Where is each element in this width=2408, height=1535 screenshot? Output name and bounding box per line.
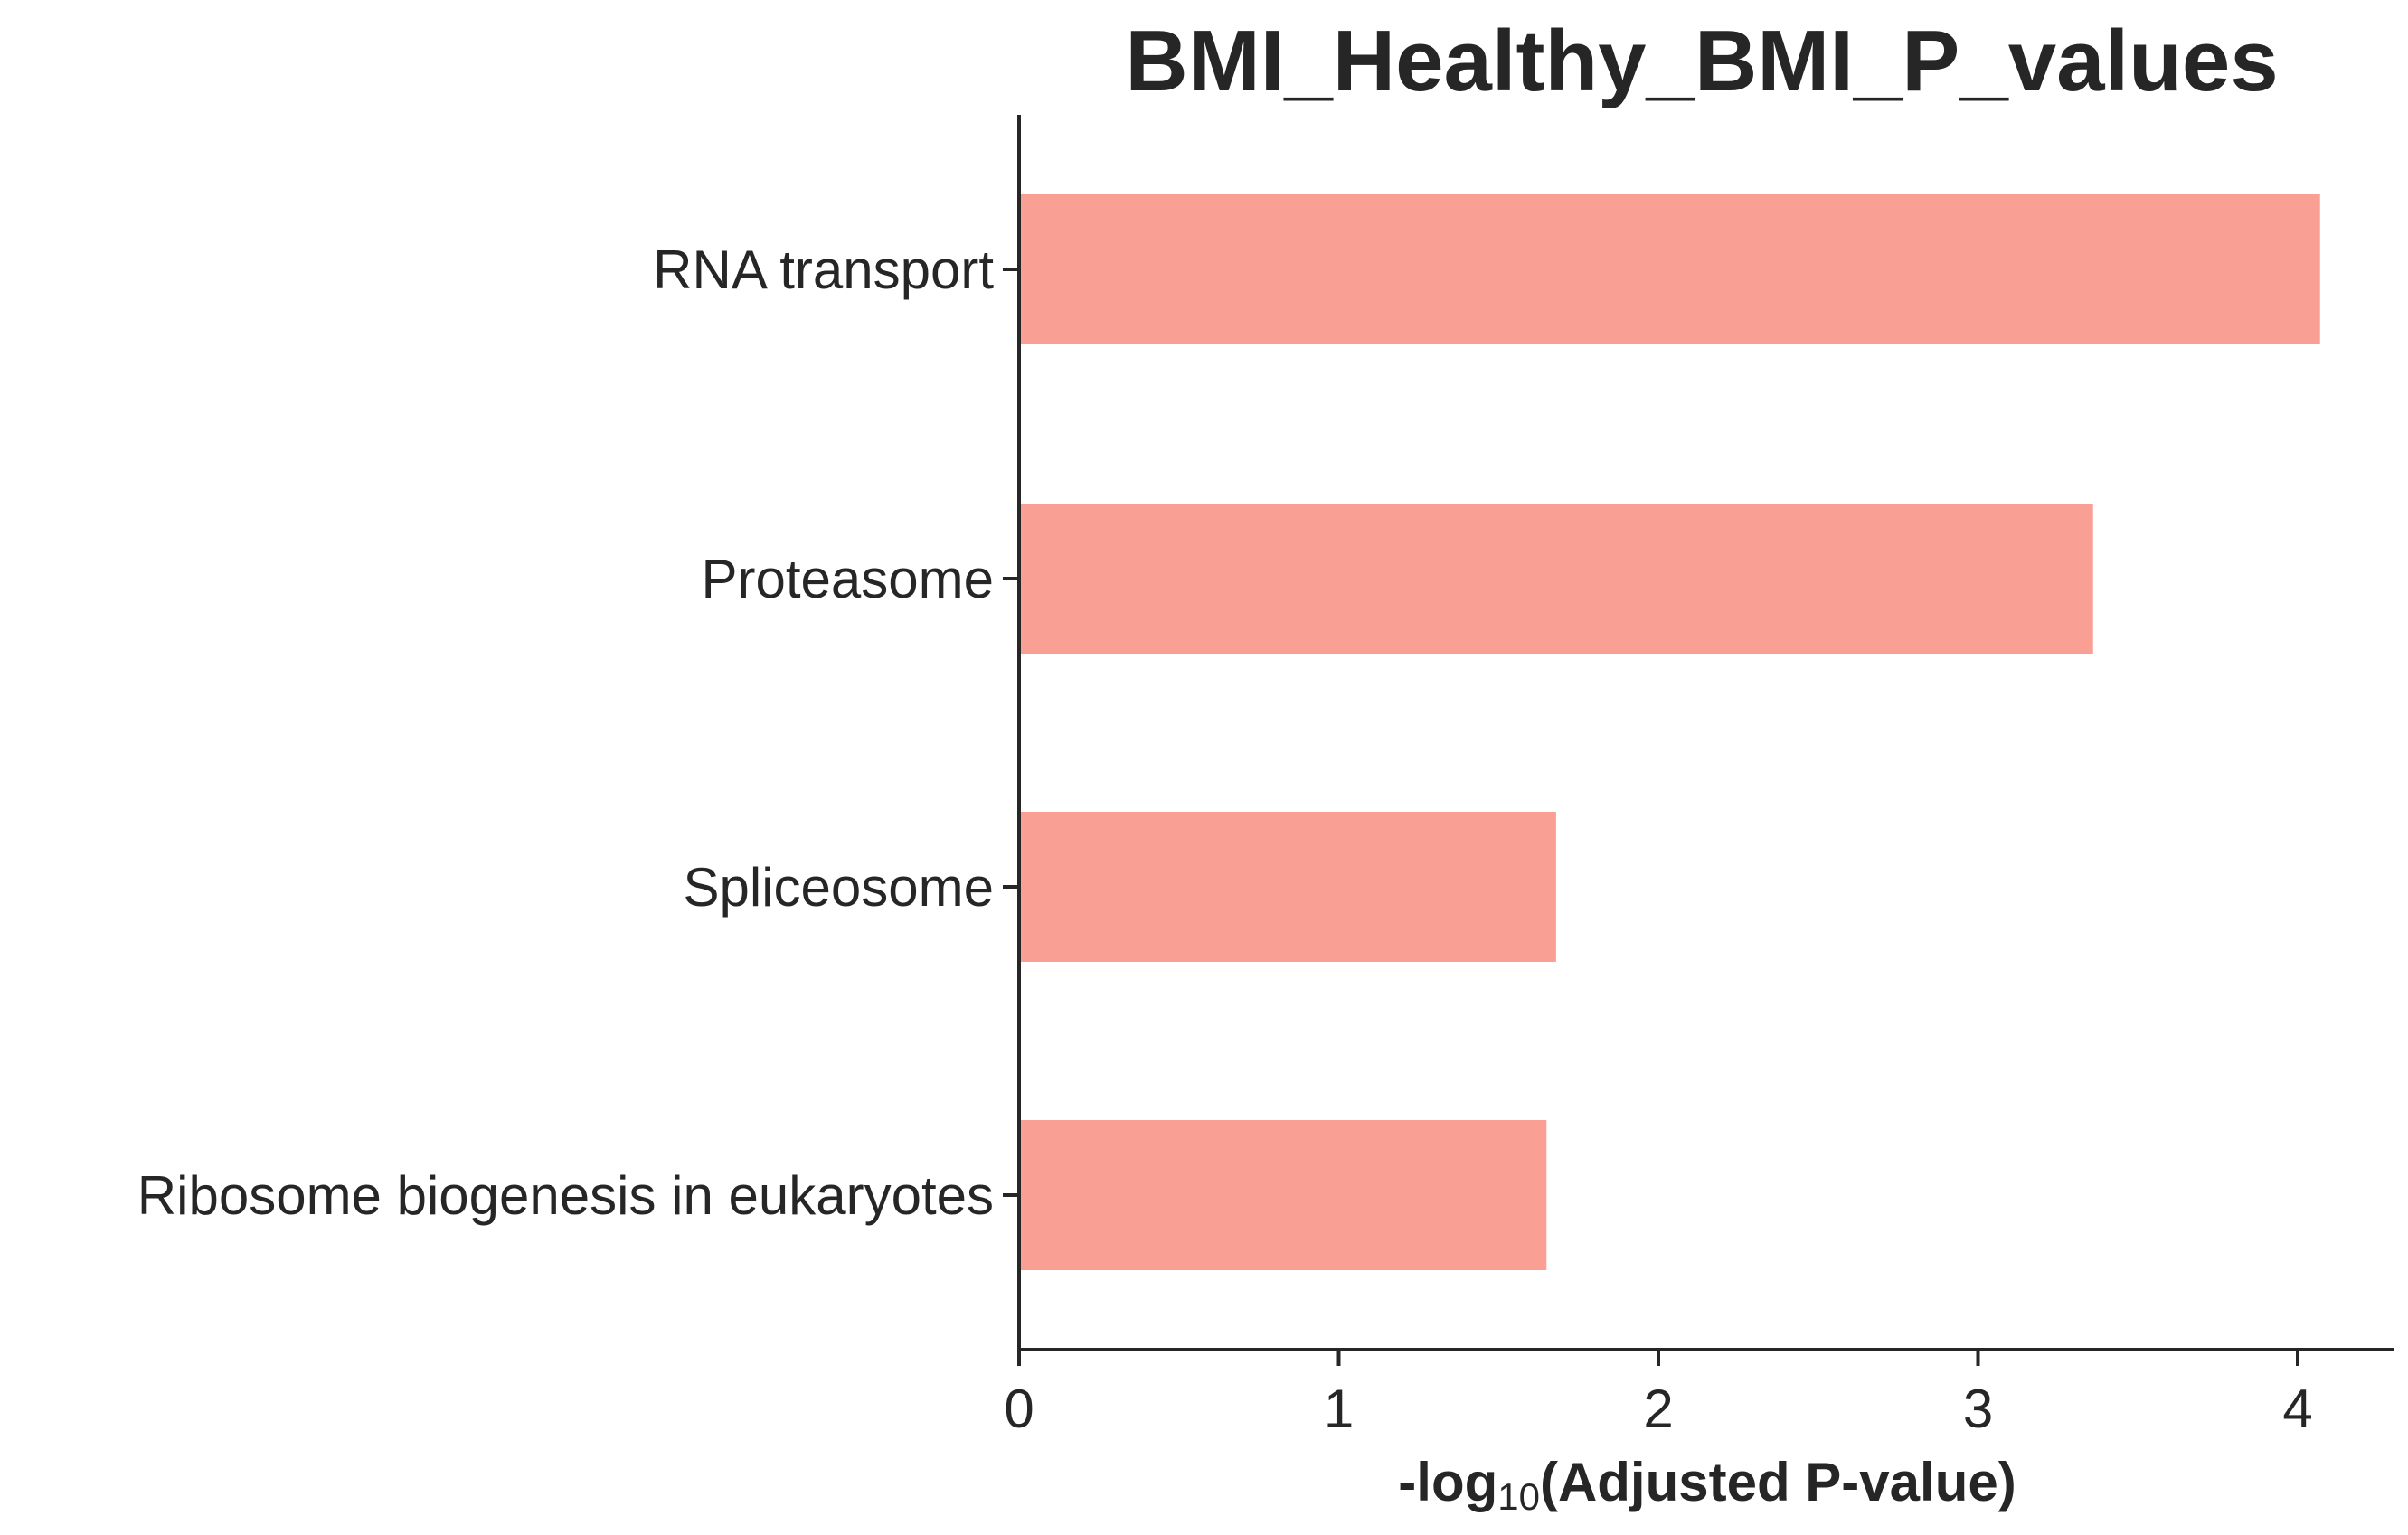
bar-ribosome-biogenesis-in-eukaryotes [1019, 1120, 1547, 1270]
x-ticks-group: 0 1 2 3 4 [1004, 1350, 2313, 1439]
category-label: Proteasome [702, 549, 995, 609]
x-tick-label: 2 [1643, 1379, 1673, 1439]
x-axis-label-prefix: -log [1398, 1452, 1497, 1512]
category-label: Ribosome biogenesis in eukaryotes [137, 1165, 994, 1226]
x-tick-label: 3 [1963, 1379, 1993, 1439]
x-tick-label: 1 [1324, 1379, 1354, 1439]
bar-rna-transport [1019, 194, 2320, 344]
chart-title: BMI_Healthy_BMI_P_values [1125, 13, 2278, 109]
category-labels-group: RNA transport Proteasome Spliceosome Riboso… [137, 240, 1019, 1226]
category-label: Spliceosome [683, 857, 994, 918]
bar-spliceosome [1019, 812, 1556, 962]
x-tick-label: 4 [2282, 1379, 2312, 1439]
x-axis-label-suffix: (Adjusted P-value) [1540, 1452, 2016, 1512]
bar-proteasome [1019, 504, 2093, 654]
x-axis-label: -log10(Adjusted P-value) [1398, 1452, 2016, 1518]
x-tick-label: 0 [1004, 1379, 1034, 1439]
x-axis-label-subscript: 10 [1497, 1475, 1540, 1518]
category-label: RNA transport [653, 240, 994, 300]
bars-group [1019, 194, 2320, 1270]
